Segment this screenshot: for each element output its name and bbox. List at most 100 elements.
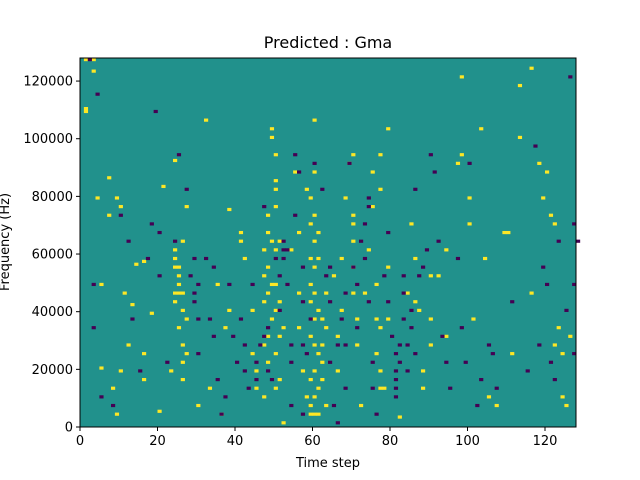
heatmap-cell-low [111, 403, 116, 408]
heatmap-cell-low [355, 282, 360, 287]
heatmap-cell-high [386, 127, 391, 131]
y-tick-label: 0 [65, 421, 73, 436]
heatmap-cell-high [273, 352, 278, 356]
heatmap-cell-high [83, 58, 89, 62]
heatmap-cell-high [176, 326, 182, 330]
heatmap-cell-high [269, 282, 275, 287]
heatmap-cell-low [138, 369, 143, 373]
heatmap-cell-low [242, 369, 247, 373]
heatmap-cell-low [366, 300, 371, 304]
heatmap-cell-high [374, 282, 379, 287]
heatmap-cell-low [165, 360, 170, 364]
heatmap-cell-high [273, 153, 278, 157]
heatmap-cell-low [564, 308, 569, 312]
heatmap-cell-low [428, 153, 433, 157]
heatmap-cell-high [114, 412, 120, 416]
heatmap-cell-high [312, 291, 317, 295]
heatmap-cell-high [176, 274, 182, 278]
x-tick-label: 80 [382, 434, 399, 449]
heatmap-cell-high [459, 153, 464, 157]
heatmap-cell-high [227, 308, 232, 312]
heatmap-cell-high [180, 343, 185, 347]
heatmap-cell-high [238, 230, 244, 235]
heatmap-cell-high [355, 317, 360, 321]
heatmap-cell-high [312, 395, 317, 399]
heatmap-cell-high [242, 256, 247, 261]
heatmap-cell-high [273, 308, 278, 312]
heatmap-cell-high [180, 239, 185, 243]
heatmap-cell-high [142, 377, 147, 382]
heatmap-cell-high [312, 239, 317, 243]
heatmap-cell-low [91, 282, 96, 287]
heatmap-cell-high [386, 317, 391, 321]
heatmap-cell-high [273, 386, 278, 390]
heatmap-cell-high [118, 205, 123, 209]
heatmap-cell-low [421, 265, 426, 269]
heatmap-cell-low [293, 153, 298, 157]
heatmap-cell-low [173, 239, 178, 243]
heatmap-cell-high [370, 170, 375, 174]
heatmap-cell-low [300, 343, 306, 347]
heatmap-cell-high [308, 282, 313, 287]
heatmap-cell-high [351, 239, 356, 243]
heatmap-cell-high [529, 66, 534, 70]
heatmap-cell-low [409, 326, 414, 330]
heatmap-cell-low [359, 239, 364, 243]
heatmap-cell-low [413, 352, 418, 356]
heatmap-cell-high [107, 176, 112, 180]
heatmap-cell-high [320, 343, 325, 347]
heatmap-cell-high [281, 326, 286, 330]
heatmap-cell-high [382, 386, 387, 390]
heatmap-cell-low [285, 248, 290, 252]
heatmap-cell-high [111, 386, 116, 390]
heatmap-cell-low [204, 256, 209, 261]
heatmap-cell-high [370, 205, 375, 209]
heatmap-cell-high [95, 196, 100, 200]
heatmap-cell-low [300, 265, 306, 269]
heatmap-cell-low [401, 291, 406, 295]
heatmap-cell-low [366, 196, 371, 200]
heatmap-cell-high [173, 248, 178, 252]
heatmap-cell-low [211, 265, 216, 269]
heatmap-cell-high [262, 343, 267, 347]
heatmap-cell-high [308, 377, 313, 382]
x-tick-label: 60 [304, 434, 321, 449]
heatmap-cell-high [556, 326, 561, 330]
heatmap-cell-low [145, 256, 151, 261]
heatmap-cell-high [351, 153, 356, 157]
heatmap-cell-high [459, 75, 464, 79]
heatmap-cell-low [254, 377, 259, 382]
heatmap-cell-high [266, 334, 271, 338]
heatmap-cell-low [231, 334, 236, 338]
heatmap-cell-high [180, 308, 185, 312]
heatmap-cell-high [316, 230, 321, 235]
heatmap-cell-low [266, 326, 271, 330]
heatmap-cell-low [262, 205, 267, 209]
heatmap-cell-low [250, 282, 255, 287]
heatmap-cell-high [405, 291, 410, 295]
heatmap-cell-low [572, 282, 577, 287]
heatmap-cell-high [126, 343, 131, 347]
y-axis-ticks: 0 20000 40000 60000 80000 100000 120000 [23, 75, 80, 436]
heatmap-cell-low [215, 377, 220, 382]
heatmap-cell-high [293, 170, 298, 174]
heatmap-cell-low [99, 395, 104, 399]
heatmap-cell-high [297, 326, 302, 330]
heatmap-cell-low [176, 153, 182, 157]
heatmap-cell-low [370, 360, 375, 364]
heatmap-cell-high [421, 386, 426, 390]
heatmap-cell-high [184, 352, 189, 356]
heatmap-cell-high [308, 412, 313, 416]
heatmap-cell-low [440, 334, 445, 338]
heatmap-cell-high [335, 334, 340, 338]
y-tick-label: 100000 [23, 132, 73, 147]
heatmap-cell-low [242, 343, 247, 347]
heatmap-cell-high [277, 300, 282, 304]
heatmap-cell-high [324, 403, 329, 408]
heatmap-cell-high [134, 262, 139, 266]
heatmap-cell-low [537, 343, 542, 347]
heatmap-cell-high [207, 386, 213, 390]
heatmap-cell-high [467, 222, 472, 226]
heatmap-cell-high [486, 395, 492, 399]
heatmap-cell-low [308, 317, 313, 321]
